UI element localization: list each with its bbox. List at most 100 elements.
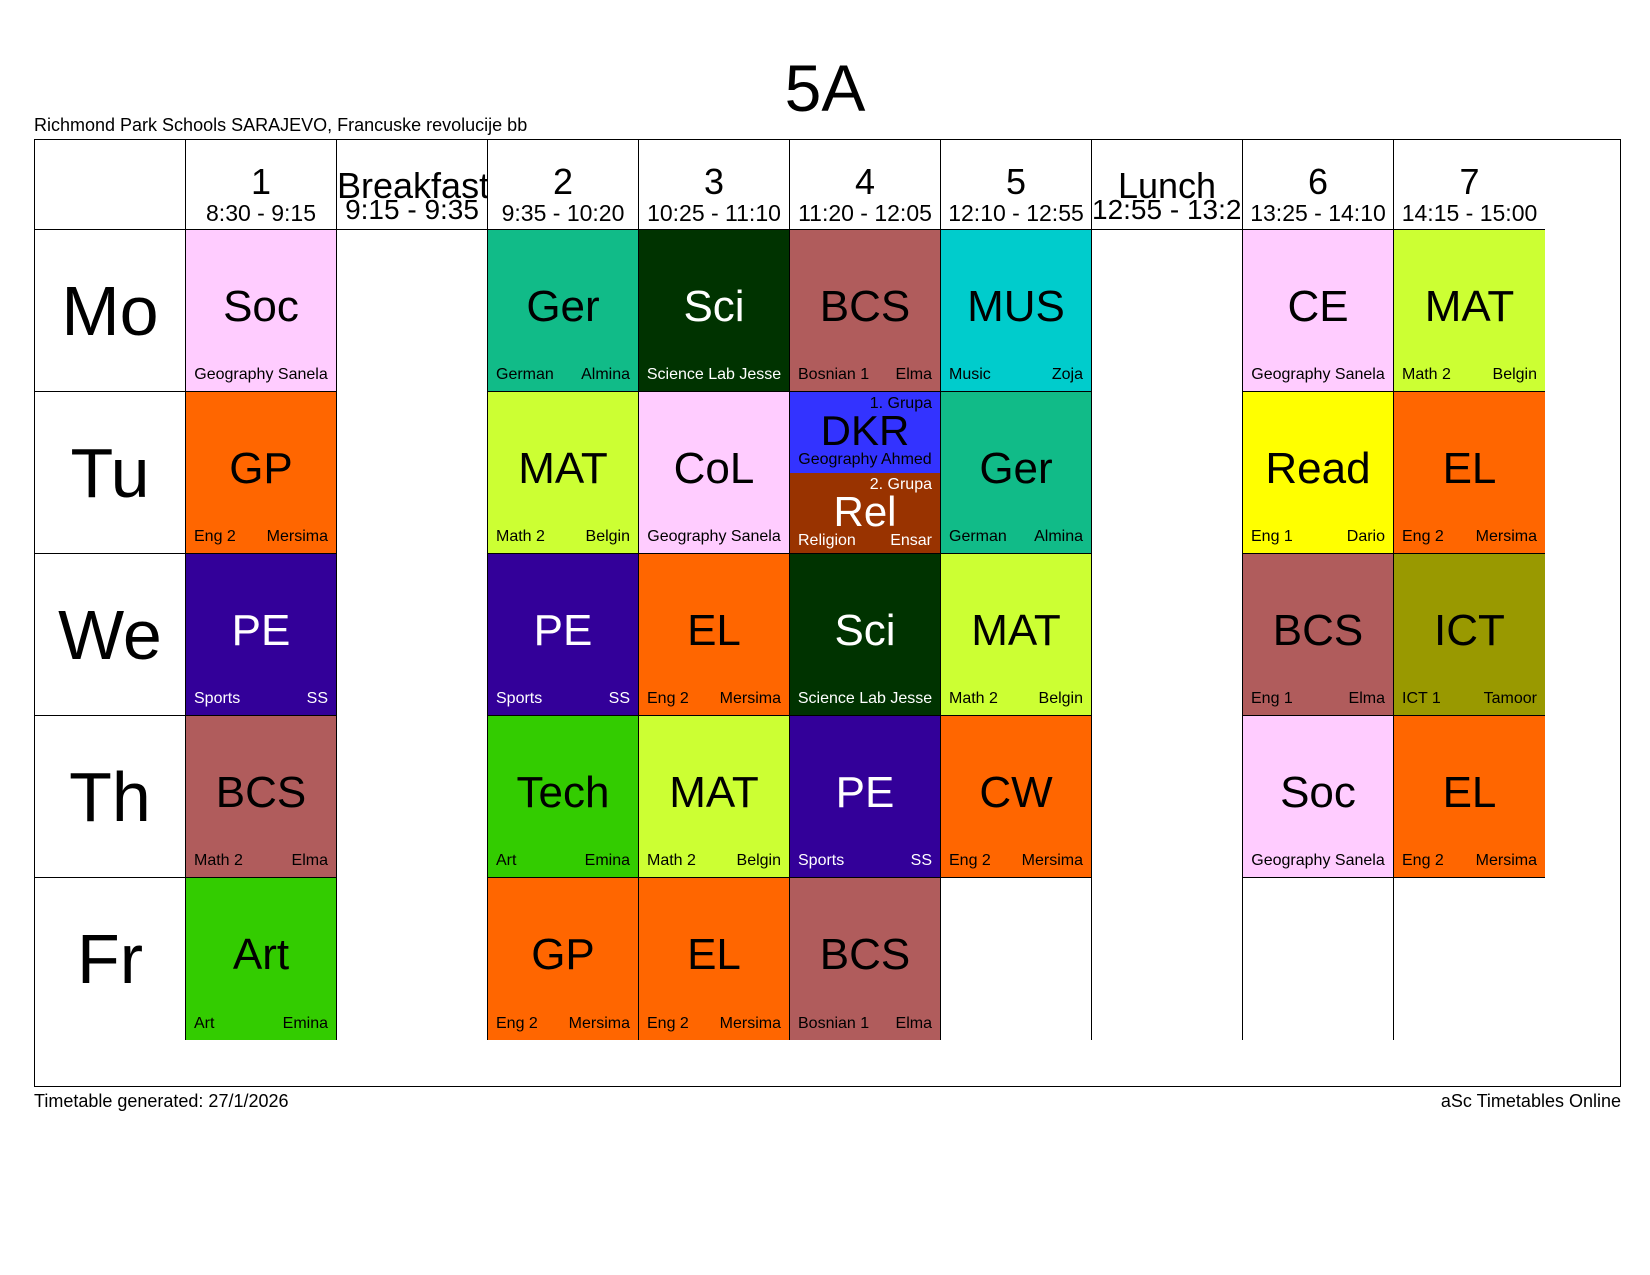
day-label-th: Th (35, 716, 186, 878)
lesson-cell[interactable]: EL Eng 2 Mersima (1394, 392, 1545, 554)
lesson-cell[interactable]: Sci Science Lab Jesse (639, 230, 790, 392)
empty-cell (337, 392, 488, 554)
lesson-room: Eng 2 (647, 690, 689, 707)
lesson-cell[interactable]: Sci Science Lab Jesse (790, 554, 941, 716)
group-lesson-1[interactable]: 1. Grupa DKR Geography Ahmed (790, 392, 940, 473)
lesson-cell[interactable]: PE Sports SS (488, 554, 639, 716)
lesson-cell[interactable]: Ger German Almina (941, 392, 1092, 554)
lesson-cell[interactable]: GP Eng 2 Mersima (186, 392, 337, 554)
period-header-6: Lunch 12:55 - 13:25 (1092, 140, 1243, 230)
lesson-teacher: Mersima (1475, 852, 1537, 869)
group-label: 1. Grupa (869, 395, 932, 412)
lesson-subject: Rel (833, 488, 897, 535)
lesson-cell[interactable]: Tech Art Emina (488, 716, 639, 878)
lesson-room: Eng 2 (949, 852, 991, 869)
lesson-teacher: Mersima (1021, 852, 1083, 869)
lesson-room: Math 2 (949, 690, 998, 707)
period-time: 8:30 - 9:15 (206, 200, 316, 226)
lesson-subject: CW (979, 768, 1053, 817)
empty-cell (1092, 554, 1243, 716)
lesson-cell[interactable]: MAT Math 2 Belgin (1394, 230, 1545, 392)
brand-label: aSc Timetables Online (1440, 1091, 1621, 1111)
lesson-cell[interactable]: Soc Geography Sanela (186, 230, 337, 392)
lesson-cell[interactable]: PE Sports SS (186, 554, 337, 716)
lesson-subject: Sci (683, 282, 745, 331)
lesson-cell[interactable]: EL Eng 2 Mersima (639, 878, 790, 1040)
period-time: 9:35 - 10:20 (501, 200, 625, 226)
lesson-cell[interactable]: BCS Eng 1 Elma (1243, 554, 1394, 716)
lesson-teacher: SS (306, 690, 328, 707)
period-number: 6 (1307, 161, 1329, 202)
generated-date: Timetable generated: 27/1/2026 (34, 1091, 289, 1111)
lesson-cell[interactable]: PE Sports SS (790, 716, 941, 878)
lesson-cell[interactable]: EL Eng 2 Mersima (639, 554, 790, 716)
empty-cell (1092, 392, 1243, 554)
period-time: 14:15 - 15:00 (1401, 200, 1538, 226)
timetable-grid: 1 8:30 - 9:15 Breakfast 9:15 - 9:35 2 9:35 - … (34, 139, 1621, 1087)
lesson-room: Geography Ahmed (798, 451, 932, 468)
lesson-room: Science Lab Jesse (797, 690, 933, 707)
period-time: 9:15 - 9:35 (345, 194, 479, 225)
lesson-cell[interactable]: CE Geography Sanela (1243, 230, 1394, 392)
lesson-cell[interactable]: ICT ICT 1 Tamoor (1394, 554, 1545, 716)
split-lesson-cell[interactable]: 1. Grupa DKR Geography Ahmed 2. Grupa Rel Rel… (790, 392, 941, 554)
period-header-1: Breakfast 9:15 - 9:35 (337, 140, 488, 230)
lesson-room: ICT 1 (1402, 690, 1441, 707)
lesson-teacher: SS (608, 690, 630, 707)
lesson-cell[interactable]: EL Eng 2 Mersima (1394, 716, 1545, 878)
lesson-cell[interactable]: BCS Bosnian 1 Elma (790, 878, 941, 1040)
lesson-subject: BCS (1272, 606, 1364, 655)
lesson-teacher: Mersima (568, 1015, 630, 1032)
period-header-4: 4 11:20 - 12:05 (790, 140, 941, 230)
lesson-room: Geography Sanela (194, 366, 328, 383)
lesson-cell[interactable]: MAT Math 2 Belgin (941, 554, 1092, 716)
lesson-room: German (496, 366, 554, 383)
lesson-cell[interactable]: BCS Math 2 Elma (186, 716, 337, 878)
period-time: 12:55 - 13:25 (1092, 194, 1243, 225)
lesson-cell[interactable]: CoL Geography Sanela (639, 392, 790, 554)
lesson-room: Math 2 (1402, 366, 1451, 383)
lesson-cell[interactable]: Soc Geography Sanela (1243, 716, 1394, 878)
lesson-teacher: Tamoor (1483, 690, 1537, 707)
lesson-room: Art (194, 1015, 215, 1032)
lesson-subject: Tech (516, 768, 610, 817)
school-name: Richmond Park Schools SARAJEVO, Francusk… (34, 115, 528, 135)
lesson-cell[interactable]: Ger German Almina (488, 230, 639, 392)
day-label-fr: Fr (35, 878, 186, 1040)
lesson-room: Geography Sanela (1251, 852, 1385, 869)
lesson-subject: EL (687, 606, 741, 655)
lesson-room: Sports (496, 690, 543, 707)
lesson-cell[interactable]: BCS Bosnian 1 Elma (790, 230, 941, 392)
period-number: 3 (703, 161, 725, 202)
lesson-cell[interactable]: GP Eng 2 Mersima (488, 878, 639, 1040)
lesson-subject: BCS (215, 768, 307, 817)
day-label-we: We (35, 554, 186, 716)
lesson-teacher: Ensar (890, 532, 932, 549)
lesson-subject: GP (531, 930, 595, 979)
lesson-cell[interactable]: MAT Math 2 Belgin (639, 716, 790, 878)
day-label-tu: Tu (35, 392, 186, 554)
lesson-cell[interactable]: Read Eng 1 Dario (1243, 392, 1394, 554)
lesson-subject: MAT (971, 606, 1061, 655)
lesson-room: Bosnian 1 (798, 366, 870, 383)
lesson-room: Bosnian 1 (798, 1015, 870, 1032)
lesson-cell[interactable]: CW Eng 2 Mersima (941, 716, 1092, 878)
lesson-teacher: Elma (895, 366, 932, 383)
lesson-subject: Sci (834, 606, 896, 655)
lesson-room: Geography Sanela (647, 528, 781, 545)
empty-cell (337, 878, 488, 1040)
lesson-cell[interactable]: MAT Math 2 Belgin (488, 392, 639, 554)
lesson-subject: GP (229, 444, 293, 493)
lesson-room: Music (949, 366, 991, 383)
lesson-subject: MUS (967, 282, 1065, 331)
lesson-teacher: Mersima (1475, 528, 1537, 545)
lesson-cell[interactable]: Art Art Emina (186, 878, 337, 1040)
lesson-room: Geography Sanela (1251, 366, 1385, 383)
period-header-3: 3 10:25 - 11:10 (639, 140, 790, 230)
empty-cell (1092, 230, 1243, 392)
group-lesson-2[interactable]: 2. Grupa Rel Religion Ensar (790, 473, 940, 553)
period-header-5: 5 12:10 - 12:55 (941, 140, 1092, 230)
lesson-subject: MAT (1424, 282, 1515, 331)
lesson-cell[interactable]: MUS Music Zoja (941, 230, 1092, 392)
period-header-2: 2 9:35 - 10:20 (488, 140, 639, 230)
